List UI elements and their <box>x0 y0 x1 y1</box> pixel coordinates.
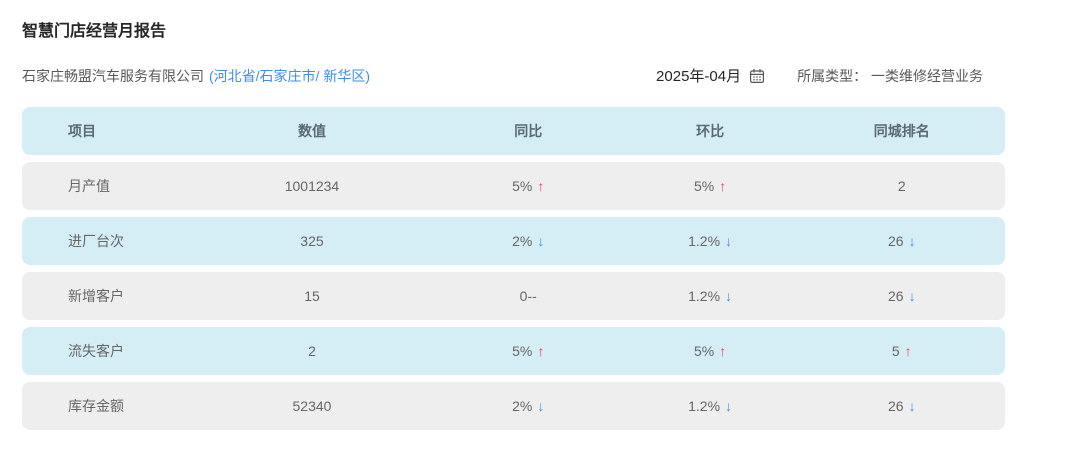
column-header-mom: 环比 <box>696 123 725 139</box>
month-value[interactable]: 2025年-04月 <box>656 68 742 85</box>
business-type-label: 所属类型： <box>797 67 868 84</box>
monthly-report-table: 项目 数值 同比 环比 同城排名 月产值 1001234 5% ↑ 5% ↑ 2 进厂台次 32… <box>22 107 1005 430</box>
yoy-cell: 2% ↓ <box>512 233 545 249</box>
table-row: 新增客户 15 0-- 1.2% ↓ 26 ↓ <box>22 272 1005 320</box>
rank-cell: 26 ↓ <box>887 288 916 304</box>
down-arrow-icon: ↓ <box>908 398 916 414</box>
store-info: 石家庄畅盟汽车服务有限公司 (河北省/石家庄市/ 新华区) <box>22 66 370 86</box>
column-header-rank: 同城排名 <box>873 123 930 139</box>
month-picker[interactable]: 2025年-04月 <box>656 65 765 86</box>
business-type-value: 一类维修经营业务 <box>871 67 983 84</box>
metric-name-cell: 进厂台次 <box>68 233 124 249</box>
down-arrow-icon: ↓ <box>725 288 733 304</box>
rank-cell: 5 ↑ <box>891 343 912 359</box>
down-arrow-icon: ↓ <box>537 398 545 414</box>
value-cell: 15 <box>304 288 320 304</box>
calendar-icon[interactable] <box>749 68 765 84</box>
yoy-cell: 5% ↑ <box>512 343 545 359</box>
up-arrow-icon: ↑ <box>904 343 912 359</box>
value-cell: 52340 <box>292 398 332 414</box>
mom-cell: 5% ↑ <box>693 178 727 194</box>
mom-cell: 5% ↑ <box>693 343 727 359</box>
value-cell: 2 <box>308 343 316 359</box>
down-arrow-icon: ↓ <box>908 288 916 304</box>
mom-cell: 1.2% ↓ <box>688 398 733 414</box>
rank-cell: 2 <box>897 178 906 194</box>
down-arrow-icon: ↓ <box>725 398 733 414</box>
up-arrow-icon: ↑ <box>537 343 545 359</box>
table-header-row: 项目 数值 同比 环比 同城排名 <box>22 107 1005 155</box>
yoy-cell: 5% ↑ <box>512 178 545 194</box>
table-row: 流失客户 2 5% ↑ 5% ↑ 5 ↑ <box>22 327 1005 375</box>
company-name: 石家庄畅盟汽车服务有限公司 <box>22 67 204 84</box>
table-row: 月产值 1001234 5% ↑ 5% ↑ 2 <box>22 162 1005 210</box>
column-header-item: 项目 <box>68 123 96 139</box>
yoy-cell: 0-- <box>519 288 537 304</box>
up-arrow-icon: ↑ <box>719 343 727 359</box>
metric-name-cell: 流失客户 <box>68 343 124 359</box>
value-cell: 1001234 <box>284 178 340 194</box>
report-meta: 2025年-04月 所属类型： 一类维修经营 <box>656 65 983 86</box>
down-arrow-icon: ↓ <box>537 233 545 249</box>
down-arrow-icon: ↓ <box>725 233 733 249</box>
yoy-cell: 2% ↓ <box>512 398 545 414</box>
report-sub-header: 石家庄畅盟汽车服务有限公司 (河北省/石家庄市/ 新华区) 2025年-04月 <box>22 65 983 86</box>
rank-cell: 26 ↓ <box>887 233 916 249</box>
down-arrow-icon: ↓ <box>908 233 916 249</box>
page-title: 智慧门店经营月报告 <box>22 23 167 40</box>
metric-name-cell: 新增客户 <box>68 288 124 304</box>
up-arrow-icon: ↑ <box>719 178 727 194</box>
mom-cell: 1.2% ↓ <box>688 233 733 249</box>
region-link[interactable]: (河北省/石家庄市/ 新华区) <box>209 67 370 84</box>
report-page: 智慧门店经营月报告 石家庄畅盟汽车服务有限公司 (河北省/石家庄市/ 新华区) … <box>22 23 1005 430</box>
column-header-yoy: 同比 <box>514 123 543 139</box>
rank-cell: 26 ↓ <box>887 398 916 414</box>
metric-name-cell: 库存金额 <box>68 398 124 414</box>
table-row: 库存金额 52340 2% ↓ 1.2% ↓ 26 ↓ <box>22 382 1005 430</box>
value-cell: 325 <box>300 233 324 249</box>
business-type: 所属类型： 一类维修经营业务 <box>797 66 983 86</box>
metric-name-cell: 月产值 <box>68 178 110 194</box>
up-arrow-icon: ↑ <box>537 178 545 194</box>
mom-cell: 1.2% ↓ <box>688 288 733 304</box>
table-row: 进厂台次 325 2% ↓ 1.2% ↓ 26 ↓ <box>22 217 1005 265</box>
column-header-value: 数值 <box>297 123 326 139</box>
table-body: 月产值 1001234 5% ↑ 5% ↑ 2 进厂台次 325 2% ↓ 1.2% ↓ 26 ↓ 新增客户 1… <box>22 162 1005 430</box>
